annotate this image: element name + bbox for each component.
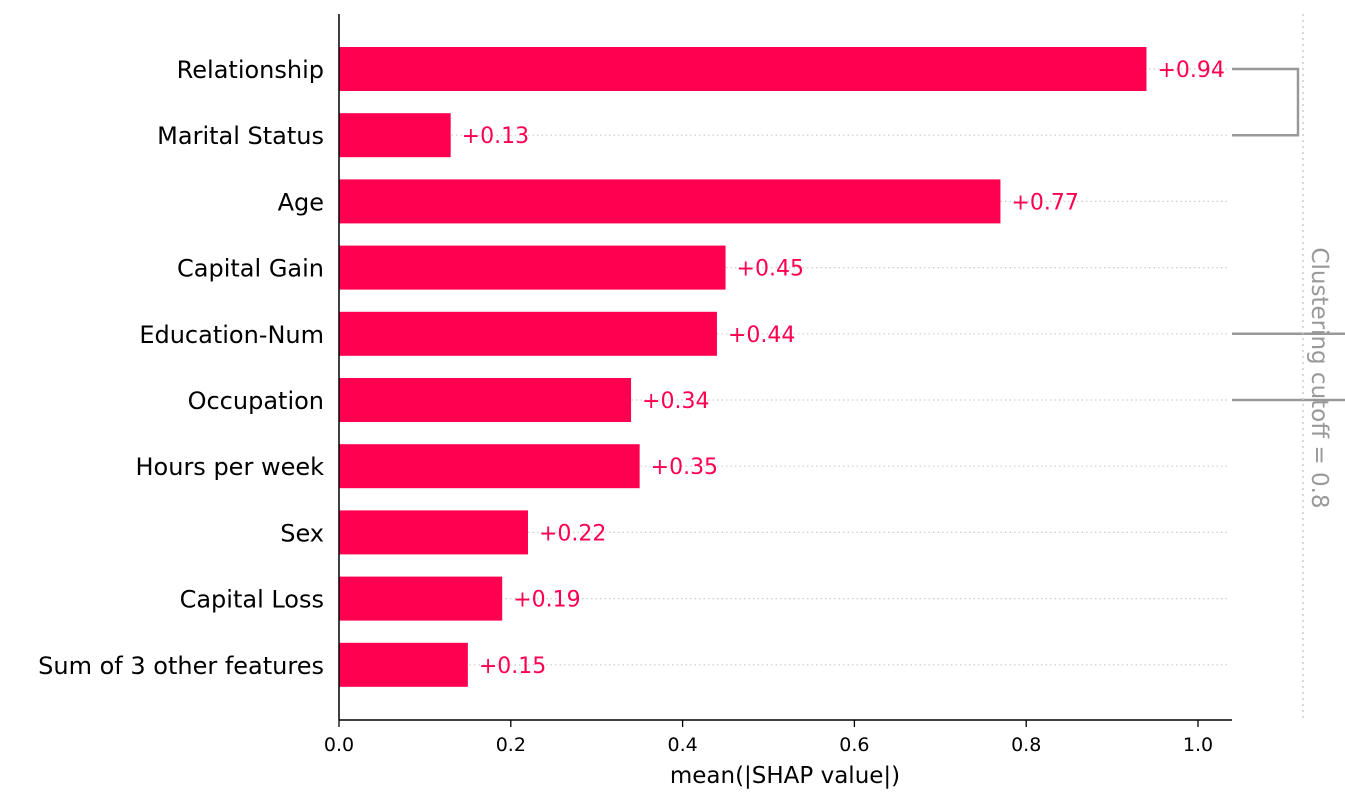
x-axis-label: mean(|SHAP value|) bbox=[670, 763, 900, 789]
x-tick-label: 0.0 bbox=[324, 734, 354, 756]
value-label: +0.35 bbox=[651, 455, 718, 480]
feature-label: Capital Loss bbox=[180, 586, 324, 614]
feature-label: Hours per week bbox=[136, 453, 325, 481]
bar bbox=[339, 179, 1001, 224]
bar bbox=[339, 444, 640, 489]
x-tick-label: 0.2 bbox=[496, 734, 526, 756]
value-label: +0.34 bbox=[642, 389, 709, 414]
cluster-bracket bbox=[1232, 332, 1345, 402]
x-tick-label: 0.4 bbox=[667, 734, 697, 756]
bar bbox=[339, 311, 717, 356]
feature-label: Marital Status bbox=[157, 122, 324, 150]
feature-label: Capital Gain bbox=[177, 255, 324, 283]
value-label: +0.22 bbox=[539, 521, 606, 546]
value-label: +0.44 bbox=[728, 323, 795, 348]
bar bbox=[339, 113, 451, 158]
value-label: +0.13 bbox=[462, 124, 529, 149]
feature-label: Sum of 3 other features bbox=[38, 652, 324, 680]
feature-label: Relationship bbox=[177, 56, 324, 84]
cutoff-label: Clustering cutoff = 0.8 bbox=[1306, 247, 1332, 508]
value-label: +0.77 bbox=[1011, 190, 1078, 215]
bar bbox=[339, 510, 528, 555]
bar bbox=[339, 47, 1147, 91]
bar bbox=[339, 576, 503, 621]
x-tick-label: 1.0 bbox=[1183, 734, 1213, 756]
feature-label: Sex bbox=[280, 519, 324, 547]
bar bbox=[339, 378, 632, 422]
value-label: +0.45 bbox=[737, 257, 804, 282]
value-label: +0.15 bbox=[479, 654, 546, 679]
x-tick-label: 0.8 bbox=[1011, 734, 1041, 756]
bar bbox=[339, 642, 468, 687]
value-label: +0.94 bbox=[1157, 58, 1224, 83]
cluster-bracket bbox=[1232, 67, 1300, 137]
feature-label: Age bbox=[278, 188, 324, 216]
feature-label: Occupation bbox=[188, 387, 324, 415]
bar bbox=[339, 245, 726, 290]
feature-label: Education-Num bbox=[139, 321, 324, 349]
x-tick-label: 0.6 bbox=[839, 734, 869, 756]
value-label: +0.19 bbox=[513, 588, 580, 613]
